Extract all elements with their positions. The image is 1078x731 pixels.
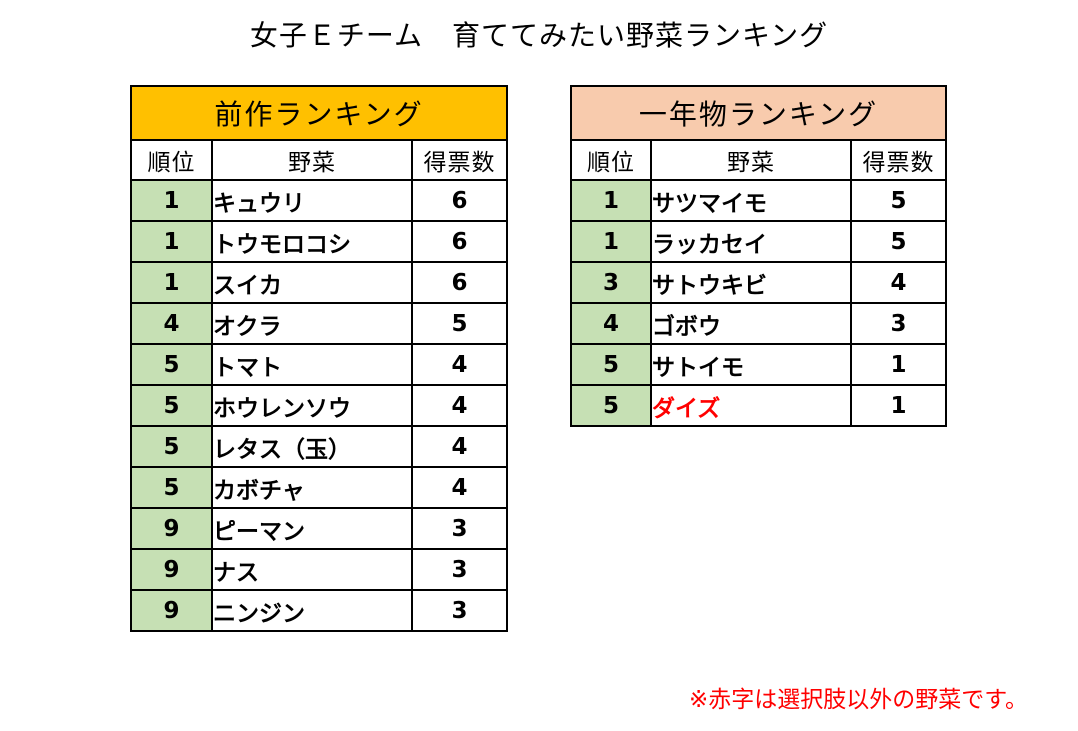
votes-column-header: 得票数 — [850, 139, 947, 181]
previous-ranking-table: 前作ランキング 順位 野菜 得票数 1 キュウリ 6 1 トウモロコシ 6 1 スイカ 6 4 オク… — [130, 85, 508, 632]
table-row: 5 サトイモ 1 — [570, 343, 947, 386]
table-row: 1 スイカ 6 — [130, 261, 508, 304]
vegetable-name-cell: ホウレンソウ — [211, 384, 413, 427]
rank-cell: 5 — [130, 425, 213, 468]
vegetable-name-cell: サツマイモ — [650, 179, 852, 222]
footnote: ※赤字は選択肢以外の野菜です。 — [689, 687, 1028, 713]
table-row: 9 ナス 3 — [130, 548, 508, 591]
votes-cell: 3 — [411, 507, 508, 550]
votes-cell: 6 — [411, 179, 508, 222]
rank-cell: 4 — [130, 302, 213, 345]
rank-cell: 1 — [570, 220, 652, 263]
vegetable-name-cell: トウモロコシ — [211, 220, 413, 263]
vegetable-name-cell: キュウリ — [211, 179, 413, 222]
table-row: 9 ピーマン 3 — [130, 507, 508, 550]
rank-cell: 5 — [130, 343, 213, 386]
vegetable-column-header: 野菜 — [650, 139, 852, 181]
vegetable-name-cell: ナス — [211, 548, 413, 591]
votes-cell: 3 — [411, 589, 508, 632]
votes-cell: 6 — [411, 261, 508, 304]
vegetable-name-cell: ダイズ — [650, 384, 852, 427]
vegetable-name-cell: サトウキビ — [650, 261, 852, 304]
rank-cell: 1 — [130, 261, 213, 304]
votes-cell: 6 — [411, 220, 508, 263]
rank-cell: 5 — [130, 466, 213, 509]
table-row: 1 トウモロコシ 6 — [130, 220, 508, 263]
vegetable-name-cell: レタス（玉） — [211, 425, 413, 468]
vegetable-name-cell: トマト — [211, 343, 413, 386]
rank-cell: 5 — [570, 384, 652, 427]
rank-cell: 5 — [130, 384, 213, 427]
rank-cell: 9 — [130, 507, 213, 550]
rank-cell: 1 — [130, 220, 213, 263]
table-row: 4 ゴボウ 3 — [570, 302, 947, 345]
votes-cell: 5 — [850, 220, 947, 263]
vegetable-name-cell: スイカ — [211, 261, 413, 304]
annual-ranking-title: 一年物ランキング — [570, 85, 947, 141]
table-row: 5 トマト 4 — [130, 343, 508, 386]
votes-cell: 5 — [850, 179, 947, 222]
vegetable-name-cell: ラッカセイ — [650, 220, 852, 263]
vegetable-name-cell: サトイモ — [650, 343, 852, 386]
votes-cell: 1 — [850, 343, 947, 386]
table-row: 4 オクラ 5 — [130, 302, 508, 345]
rank-cell: 5 — [570, 343, 652, 386]
vegetable-name-cell: ゴボウ — [650, 302, 852, 345]
rank-column-header: 順位 — [130, 139, 213, 181]
votes-cell: 4 — [850, 261, 947, 304]
table-row: 1 ラッカセイ 5 — [570, 220, 947, 263]
votes-cell: 3 — [850, 302, 947, 345]
votes-cell: 3 — [411, 548, 508, 591]
votes-cell: 4 — [411, 466, 508, 509]
votes-cell: 5 — [411, 302, 508, 345]
table-row: 3 サトウキビ 4 — [570, 261, 947, 304]
vegetable-name-cell: カボチャ — [211, 466, 413, 509]
rank-cell: 1 — [130, 179, 213, 222]
page-title: 女子Ｅチーム 育ててみたい野菜ランキング — [249, 19, 829, 52]
votes-cell: 4 — [411, 384, 508, 427]
previous-ranking-title: 前作ランキング — [130, 85, 508, 141]
table-row: 1 サツマイモ 5 — [570, 179, 947, 222]
rank-cell: 9 — [130, 548, 213, 591]
votes-column-header: 得票数 — [411, 139, 508, 181]
annual-ranking-table: 一年物ランキング 順位 野菜 得票数 1 サツマイモ 5 1 ラッカセイ 5 3 サトウキビ 4… — [570, 85, 947, 427]
votes-cell: 1 — [850, 384, 947, 427]
table-row: 5 レタス（玉） 4 — [130, 425, 508, 468]
votes-cell: 4 — [411, 343, 508, 386]
vegetable-name-cell: ニンジン — [211, 589, 413, 632]
rank-cell: 4 — [570, 302, 652, 345]
rank-cell: 1 — [570, 179, 652, 222]
table-row: 9 ニンジン 3 — [130, 589, 508, 632]
rank-column-header: 順位 — [570, 139, 652, 181]
vegetable-column-header: 野菜 — [211, 139, 413, 181]
table-row: 5 ダイズ 1 — [570, 384, 947, 427]
table-row: 1 キュウリ 6 — [130, 179, 508, 222]
vegetable-name-cell: オクラ — [211, 302, 413, 345]
vegetable-name-cell: ピーマン — [211, 507, 413, 550]
table-row: 5 カボチャ 4 — [130, 466, 508, 509]
rank-cell: 9 — [130, 589, 213, 632]
rank-cell: 3 — [570, 261, 652, 304]
table-row: 5 ホウレンソウ 4 — [130, 384, 508, 427]
votes-cell: 4 — [411, 425, 508, 468]
